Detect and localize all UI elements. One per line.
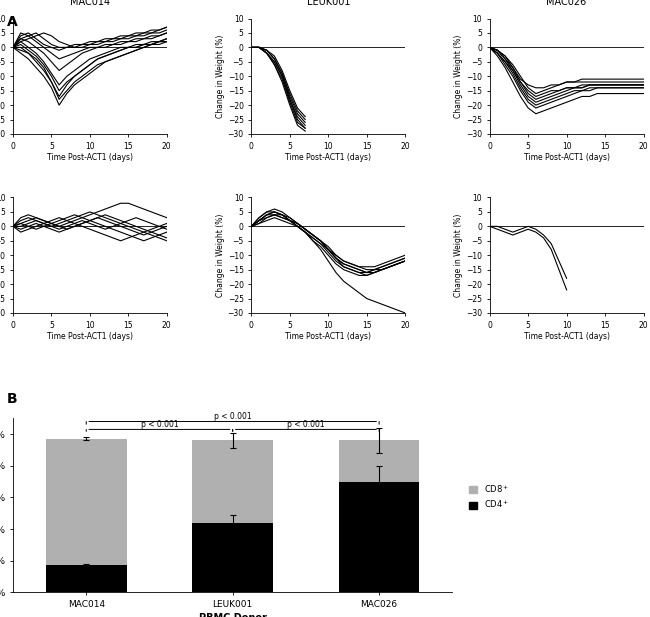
Bar — [46, 565, 127, 592]
Text: A: A — [6, 15, 18, 30]
Legend: CD8$^+$, CD4$^+$: CD8$^+$, CD4$^+$ — [465, 479, 512, 514]
Bar — [46, 439, 127, 565]
X-axis label: PBMC Donor: PBMC Donor — [199, 613, 266, 617]
Bar — [339, 482, 419, 592]
X-axis label: Time Post-ACT1 (days): Time Post-ACT1 (days) — [47, 333, 133, 341]
Bar — [192, 523, 273, 592]
Title: MAC014: MAC014 — [70, 0, 110, 7]
Title: MAC026: MAC026 — [547, 0, 587, 7]
X-axis label: Time Post-ACT1 (days): Time Post-ACT1 (days) — [285, 333, 371, 341]
X-axis label: Time Post-ACT1 (days): Time Post-ACT1 (days) — [524, 154, 610, 162]
Text: p < 0.001: p < 0.001 — [214, 412, 252, 421]
Bar — [339, 441, 419, 482]
Text: B: B — [6, 392, 17, 406]
Bar — [192, 441, 273, 523]
Y-axis label: Change in Weight (%): Change in Weight (%) — [454, 35, 463, 118]
Text: p < 0.001: p < 0.001 — [140, 420, 178, 429]
Y-axis label: Change in Weight (%): Change in Weight (%) — [454, 213, 463, 297]
X-axis label: Time Post-ACT1 (days): Time Post-ACT1 (days) — [285, 154, 371, 162]
Title: LEUK001: LEUK001 — [307, 0, 350, 7]
Y-axis label: Change in Weight (%): Change in Weight (%) — [216, 213, 225, 297]
Y-axis label: Change in Weight (%): Change in Weight (%) — [216, 35, 225, 118]
Text: p < 0.001: p < 0.001 — [287, 420, 325, 429]
X-axis label: Time Post-ACT1 (days): Time Post-ACT1 (days) — [524, 333, 610, 341]
X-axis label: Time Post-ACT1 (days): Time Post-ACT1 (days) — [47, 154, 133, 162]
